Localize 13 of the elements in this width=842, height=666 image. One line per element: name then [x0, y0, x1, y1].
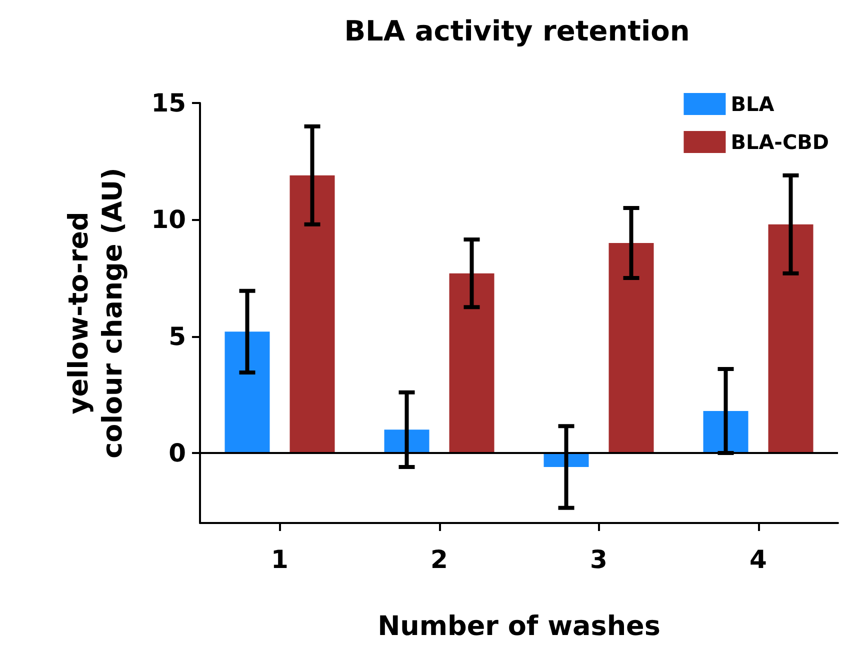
- y-tick-label: 10: [151, 205, 186, 234]
- y-tick-label: 0: [168, 438, 186, 468]
- legend-label: BLA-CBD: [730, 130, 830, 154]
- x-tick-label: 2: [430, 545, 448, 574]
- y-tick-label: 5: [168, 322, 186, 351]
- x-tick-label: 4: [750, 545, 767, 574]
- x-tick-label: 3: [590, 545, 608, 574]
- chart-title: BLA activity retention: [344, 14, 690, 48]
- x-tick-label: 1: [271, 545, 288, 574]
- y-tick-label: 15: [151, 88, 186, 118]
- y-axis-title: yellow-to-red colour change (AU): [64, 168, 128, 458]
- legend-label: BLA: [730, 92, 775, 116]
- x-axis-title: Number of washes: [378, 611, 660, 642]
